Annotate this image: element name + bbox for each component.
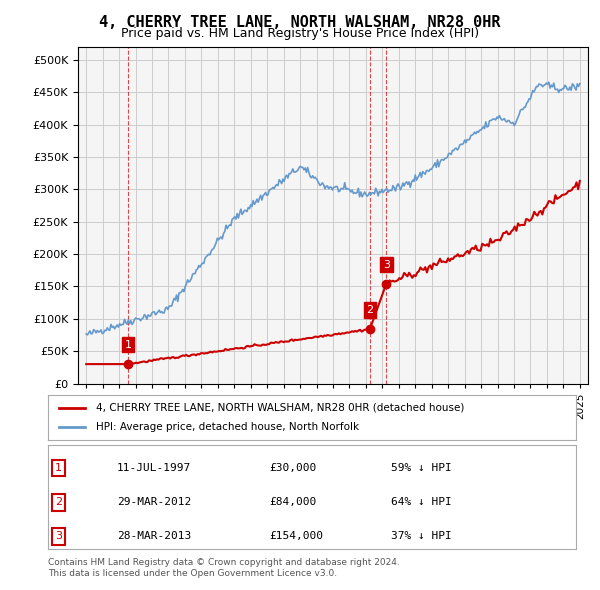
Text: 2: 2: [55, 497, 62, 507]
Text: £30,000: £30,000: [270, 463, 317, 473]
Text: 2: 2: [366, 305, 373, 315]
Text: 29-MAR-2012: 29-MAR-2012: [116, 497, 191, 507]
Text: 4, CHERRY TREE LANE, NORTH WALSHAM, NR28 0HR (detached house): 4, CHERRY TREE LANE, NORTH WALSHAM, NR28…: [95, 403, 464, 412]
Text: 37% ↓ HPI: 37% ↓ HPI: [391, 532, 452, 541]
Text: 4, CHERRY TREE LANE, NORTH WALSHAM, NR28 0HR: 4, CHERRY TREE LANE, NORTH WALSHAM, NR28…: [99, 15, 501, 30]
Text: 59% ↓ HPI: 59% ↓ HPI: [391, 463, 452, 473]
Text: Contains HM Land Registry data © Crown copyright and database right 2024.: Contains HM Land Registry data © Crown c…: [48, 558, 400, 566]
Text: £154,000: £154,000: [270, 532, 324, 541]
Text: £84,000: £84,000: [270, 497, 317, 507]
Text: 3: 3: [55, 532, 62, 541]
Text: This data is licensed under the Open Government Licence v3.0.: This data is licensed under the Open Gov…: [48, 569, 337, 578]
Text: Price paid vs. HM Land Registry's House Price Index (HPI): Price paid vs. HM Land Registry's House …: [121, 27, 479, 40]
Text: 11-JUL-1997: 11-JUL-1997: [116, 463, 191, 473]
Text: HPI: Average price, detached house, North Norfolk: HPI: Average price, detached house, Nort…: [95, 422, 359, 432]
Text: 28-MAR-2013: 28-MAR-2013: [116, 532, 191, 541]
Text: 1: 1: [124, 340, 131, 350]
Text: 1: 1: [55, 463, 62, 473]
Text: 64% ↓ HPI: 64% ↓ HPI: [391, 497, 452, 507]
Text: 3: 3: [383, 260, 390, 270]
